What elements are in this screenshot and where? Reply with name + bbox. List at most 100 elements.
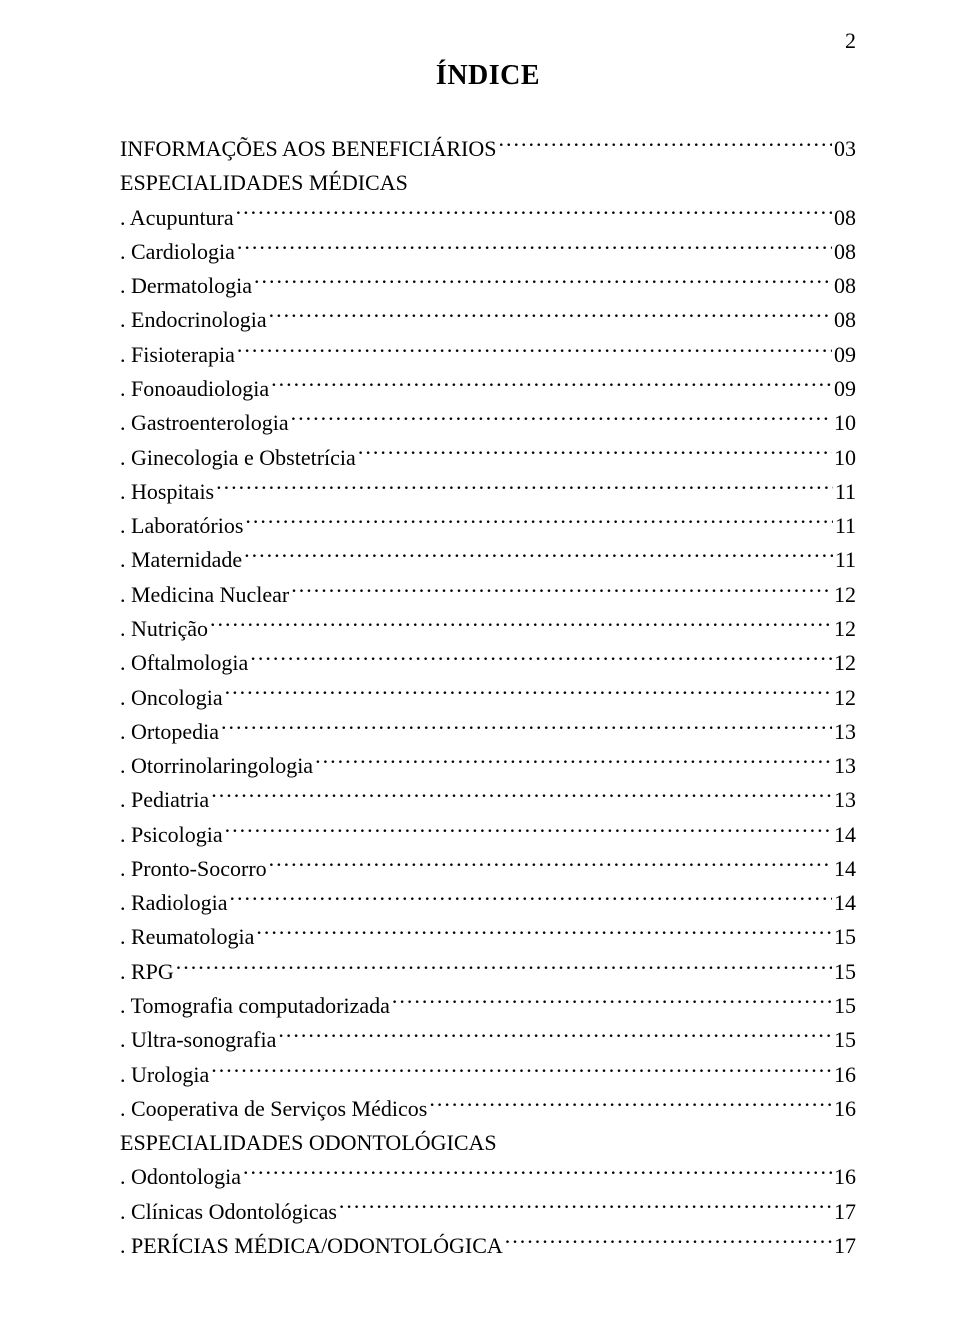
toc-leader-dots <box>291 406 832 430</box>
toc-entry-label: . Cardiologia <box>120 235 235 269</box>
toc-entry: . Pediatria13 <box>120 783 856 817</box>
toc-entry-page: 11 <box>835 543 856 577</box>
toc-leader-dots <box>176 955 832 979</box>
toc-entry-page: 10 <box>834 406 856 440</box>
toc-entry-page: 09 <box>834 338 856 372</box>
toc-entry-page: 12 <box>834 646 856 680</box>
toc-entry: . Pronto-Socorro 14 <box>120 852 856 886</box>
toc-leader-dots <box>243 1160 832 1184</box>
toc-leader-dots <box>211 1057 832 1081</box>
toc-entry: . Acupuntura 08 <box>120 200 856 234</box>
toc-entry-label: . Psicologia <box>120 818 223 852</box>
toc-leader-dots <box>244 543 833 567</box>
toc-entry: . Oftalmologia 12 <box>120 646 856 680</box>
toc-leader-dots <box>429 1092 832 1116</box>
toc-leader-dots <box>269 303 832 327</box>
toc-entry: . Gastroenterologia10 <box>120 406 856 440</box>
toc-entry-label: . Oftalmologia <box>120 646 248 680</box>
toc-entry: . Dermatologia08 <box>120 269 856 303</box>
toc-entry-label: . Odontologia <box>120 1160 241 1194</box>
toc-leader-dots <box>358 440 832 464</box>
toc-entry: . Medicina Nuclear12 <box>120 577 856 611</box>
toc-entry: . PERÍCIAS MÉDICA/ODONTOLÓGICA 17 <box>120 1229 856 1263</box>
toc-entry-label: . Radiologia <box>120 886 228 920</box>
toc-entry-page: 11 <box>835 509 856 543</box>
toc-entry-label: . Clínicas Odontológicas <box>120 1195 337 1229</box>
toc-entry-page: 15 <box>834 989 856 1023</box>
toc-entry-page: 15 <box>834 1023 856 1057</box>
toc-entry-label: INFORMAÇÕES AOS BENEFICIÁRIOS <box>120 132 497 166</box>
toc-entry-label: . Ultra-sonografia <box>120 1023 276 1057</box>
toc-entry: . Ultra-sonografia 15 <box>120 1023 856 1057</box>
toc-entry-page: 11 <box>835 475 856 509</box>
toc-entry-label: . RPG <box>120 955 174 989</box>
toc-leader-dots <box>225 680 832 704</box>
toc-entry-page: 03 <box>834 132 856 166</box>
toc-entry: . Fonoaudiologia09 <box>120 372 856 406</box>
toc-entry: . Hospitais 11 <box>120 475 856 509</box>
toc-entry: . Urologia16 <box>120 1057 856 1091</box>
toc-entry-page: 14 <box>834 818 856 852</box>
toc-entry-page: 14 <box>834 852 856 886</box>
toc-entry-label: . Cooperativa de Serviços Médicos <box>120 1092 427 1126</box>
toc-entry-label: . Pronto-Socorro <box>120 852 267 886</box>
toc-entry: . Tomografia computadorizada 15 <box>120 989 856 1023</box>
toc-entry: . Clínicas Odontológicas17 <box>120 1194 856 1228</box>
toc-entry: . Odontologia16 <box>120 1160 856 1194</box>
toc-leader-dots <box>236 200 832 224</box>
toc-section-heading: ESPECIALIDADES ODONTOLÓGICAS <box>120 1126 856 1160</box>
toc-section-heading: ESPECIALIDADES MÉDICAS <box>120 166 856 200</box>
page-title: ÍNDICE <box>120 60 856 92</box>
toc-entry: . Ortopedia13 <box>120 715 856 749</box>
toc-leader-dots <box>250 646 832 670</box>
toc-leader-dots <box>505 1229 832 1253</box>
toc-leader-dots <box>256 920 832 944</box>
toc-leader-dots <box>315 749 832 773</box>
toc-entry: . Radiologia14 <box>120 886 856 920</box>
toc-leader-dots <box>269 852 832 876</box>
toc-entry-label: . Oncologia <box>120 681 223 715</box>
toc-leader-dots <box>237 235 832 259</box>
toc-leader-dots <box>211 783 832 807</box>
toc-entry: . Endocrinologia 08 <box>120 303 856 337</box>
toc-entry-label: . Laboratórios <box>120 509 243 543</box>
toc-entry-label: . Urologia <box>120 1058 209 1092</box>
toc-entry: . RPG 15 <box>120 955 856 989</box>
toc-entry-label: . Nutrição <box>120 612 208 646</box>
toc-leader-dots <box>254 269 832 293</box>
document-page: 2 ÍNDICE INFORMAÇÕES AOS BENEFICIÁRIOS 03… <box>0 0 960 1319</box>
toc-leader-dots <box>339 1194 832 1218</box>
toc-entry-page: 12 <box>834 612 856 646</box>
toc-entry-label: . Ginecologia e Obstetrícia <box>120 441 356 475</box>
toc-entry-page: 08 <box>834 303 856 337</box>
toc-entry-page: 17 <box>834 1229 856 1263</box>
toc-entry: . Psicologia 14 <box>120 817 856 851</box>
toc-entry: . Oncologia12 <box>120 680 856 714</box>
toc-leader-dots <box>230 886 832 910</box>
toc-entry-page: 15 <box>834 955 856 989</box>
toc-entry-label: . Tomografia computadorizada <box>120 989 390 1023</box>
toc-leader-dots <box>392 989 832 1013</box>
toc-entry-label: . Endocrinologia <box>120 303 267 337</box>
toc-leader-dots <box>499 132 832 156</box>
toc-entry-page: 13 <box>834 749 856 783</box>
toc-entry-page: 10 <box>834 441 856 475</box>
toc-entry: . Ginecologia e Obstetrícia 10 <box>120 440 856 474</box>
toc-leader-dots <box>210 612 832 636</box>
toc-entry-label: . Hospitais <box>120 475 214 509</box>
page-number: 2 <box>845 28 856 54</box>
toc-entry-label: . Maternidade <box>120 543 242 577</box>
toc-leader-dots <box>216 475 833 499</box>
toc-leader-dots <box>221 715 832 739</box>
toc-leader-dots <box>237 338 832 362</box>
toc-entry-page: 16 <box>834 1092 856 1126</box>
toc-entry: . Nutrição 12 <box>120 612 856 646</box>
toc-leader-dots <box>225 817 832 841</box>
toc-entry: INFORMAÇÕES AOS BENEFICIÁRIOS 03 <box>120 132 856 166</box>
toc-entry-page: 08 <box>834 201 856 235</box>
toc-entry-label: . PERÍCIAS MÉDICA/ODONTOLÓGICA <box>120 1229 503 1263</box>
toc-entry-label: . Otorrinolaringologia <box>120 749 313 783</box>
toc-entry-label: . Ortopedia <box>120 715 219 749</box>
toc-entry-page: 09 <box>834 372 856 406</box>
toc-entry-label: . Acupuntura <box>120 201 234 235</box>
